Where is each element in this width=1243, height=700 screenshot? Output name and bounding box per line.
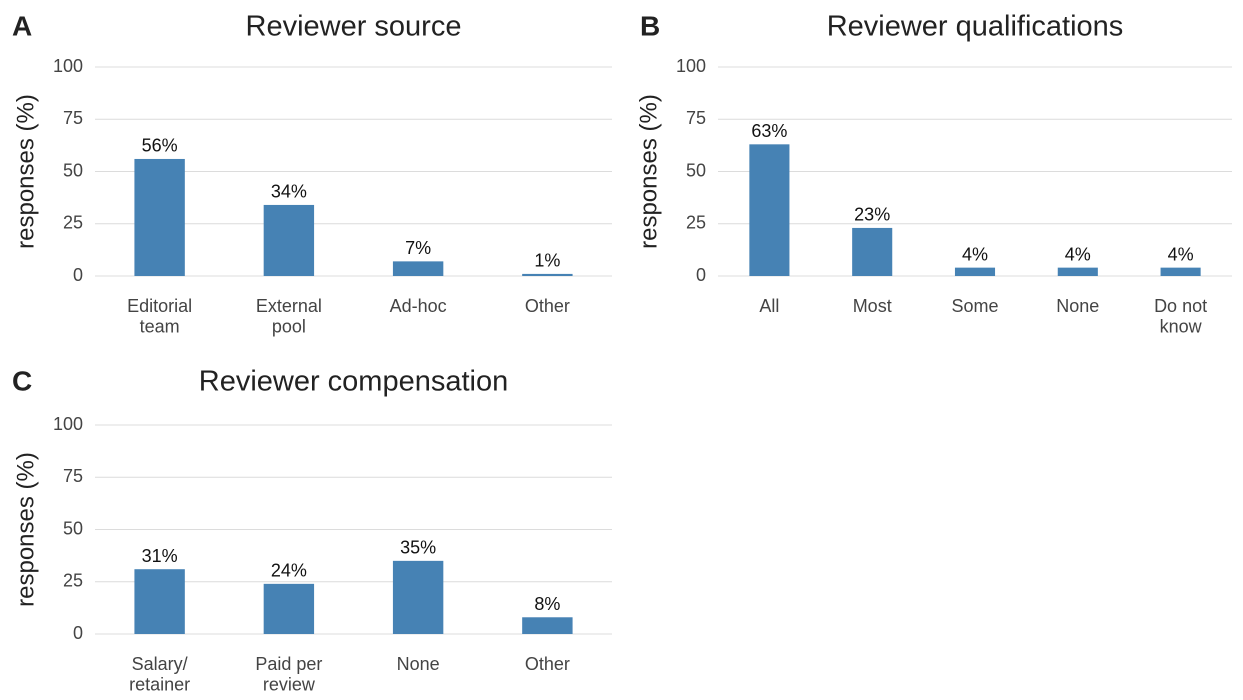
x-tick-label: Other — [525, 296, 570, 316]
bar — [392, 261, 444, 276]
panel-letter: B — [640, 10, 660, 41]
bar — [522, 273, 573, 276]
x-tick-label: Some — [951, 296, 998, 316]
x-tick-label: Salary/retainer — [129, 654, 190, 695]
y-tick-label: 0 — [696, 265, 706, 285]
x-tick-label: None — [397, 654, 440, 674]
y-tick-label: 25 — [686, 213, 706, 233]
bar — [263, 204, 315, 276]
bar — [134, 569, 185, 634]
x-tick-label: None — [1056, 296, 1099, 316]
y-tick-label: 0 — [73, 623, 83, 643]
bar — [134, 158, 185, 276]
chart-title: Reviewer compensation — [199, 366, 508, 398]
y-tick-label: 25 — [63, 571, 83, 591]
y-tick-label: 75 — [686, 108, 706, 128]
x-tick-label: All — [759, 296, 779, 316]
chart-title: Reviewer source — [246, 11, 462, 43]
value-label: 4% — [1168, 244, 1194, 264]
y-axis-label: responses (%) — [12, 452, 39, 607]
value-label: 8% — [534, 594, 560, 614]
bar — [954, 267, 996, 276]
x-tick-label: Editorial team — [127, 296, 192, 337]
y-tick-label: 0 — [73, 265, 83, 285]
y-tick-label: 50 — [63, 160, 83, 180]
panel-letter: C — [12, 365, 32, 396]
y-tick-label: 50 — [63, 518, 83, 538]
bar — [1160, 267, 1201, 276]
bar — [392, 560, 444, 634]
y-tick-label: 100 — [53, 414, 83, 434]
x-tick-label: Paid per review — [255, 654, 322, 695]
value-label: 56% — [142, 136, 178, 156]
x-tick-label: Ad-hoc — [390, 296, 447, 316]
y-tick-label: 75 — [63, 108, 83, 128]
value-label: 7% — [405, 238, 431, 258]
value-label: 1% — [534, 251, 560, 271]
value-label: 35% — [400, 538, 436, 558]
value-label: 34% — [271, 182, 307, 202]
x-tick-label: Most — [853, 296, 892, 316]
bar — [852, 227, 893, 276]
bar — [749, 144, 790, 276]
y-axis-label: responses (%) — [12, 94, 39, 249]
y-tick-label: 100 — [676, 56, 706, 76]
value-label: 4% — [1065, 244, 1091, 264]
x-tick-label: Other — [525, 654, 570, 674]
value-label: 24% — [271, 561, 307, 581]
value-label: 31% — [142, 546, 178, 566]
bar — [1057, 267, 1098, 276]
y-axis-label: responses (%) — [635, 94, 662, 249]
y-tick-label: 50 — [686, 160, 706, 180]
x-tick-label: External pool — [256, 296, 322, 337]
bar — [263, 583, 315, 634]
y-tick-label: 25 — [63, 213, 83, 233]
value-label: 4% — [962, 244, 988, 264]
y-tick-label: 75 — [63, 466, 83, 486]
x-tick-label: Do not know — [1154, 296, 1207, 337]
bar — [522, 617, 573, 634]
y-tick-label: 100 — [53, 56, 83, 76]
panel-letter: A — [12, 10, 32, 41]
value-label: 23% — [854, 205, 890, 225]
value-label: 63% — [751, 121, 787, 141]
chart-title: Reviewer qualifications — [827, 11, 1124, 43]
